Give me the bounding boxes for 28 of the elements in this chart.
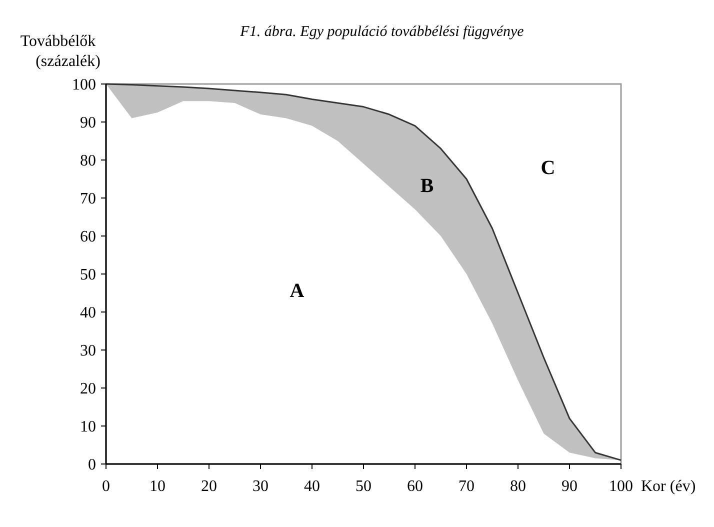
x-tick-label: 60 (407, 478, 423, 495)
chart-title: F1. ábra. Egy populáció továbbélési függvénye (239, 24, 524, 40)
y-tick-label: 30 (80, 342, 96, 360)
x-tick-label: 40 (304, 478, 320, 495)
y-tick-label: 40 (80, 304, 96, 322)
annotation: B (420, 175, 434, 197)
y-tick-label: 80 (80, 152, 96, 170)
y-tick-label: 100 (72, 76, 96, 94)
x-tick-label: 30 (252, 478, 268, 495)
annotation: A (290, 280, 305, 302)
x-tick-label: 0 (102, 478, 110, 495)
y-tick-label: 0 (88, 456, 96, 474)
y-tick-label: 10 (80, 418, 96, 436)
x-tick-label: 100 (609, 478, 633, 495)
x-tick-label: 90 (562, 478, 578, 495)
annotation: C (540, 157, 556, 179)
y-axis-title: Továbbélők (százalék) (20, 33, 100, 70)
y-tick-label: 50 (80, 266, 96, 284)
x-axis-title: Kor (év) (641, 478, 696, 495)
y-tick-label: 20 (80, 380, 96, 398)
y-tick-label: 70 (80, 190, 96, 208)
x-tick-label: 70 (458, 478, 474, 495)
y-tick-label: 90 (80, 114, 96, 132)
x-tick-label: 20 (201, 478, 217, 495)
y-tick-label: 60 (80, 228, 96, 246)
x-tick-label: 50 (356, 478, 372, 495)
x-tick-label: 10 (150, 478, 166, 495)
x-tick-label: 80 (510, 478, 526, 495)
